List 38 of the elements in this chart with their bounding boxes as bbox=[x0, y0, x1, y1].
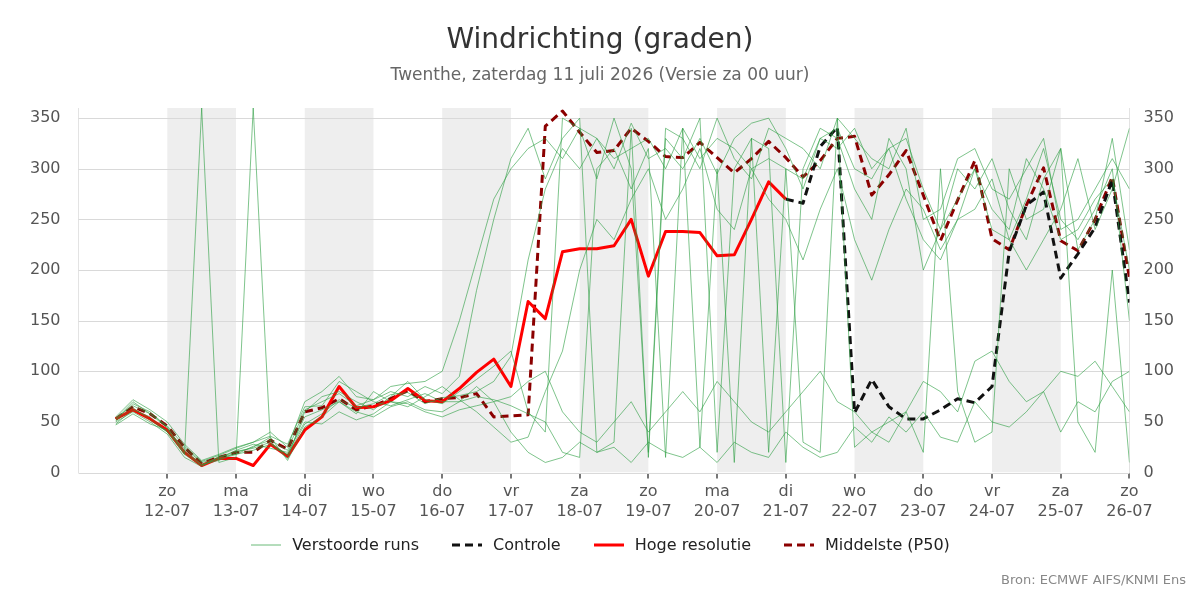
y-tick-label: 0 bbox=[50, 461, 61, 481]
x-tick-label: do 23-07 bbox=[900, 481, 947, 520]
x-tick-label: vr 24-07 bbox=[968, 481, 1016, 520]
x-tick-label: za 18-07 bbox=[556, 481, 603, 520]
chart-subtitle: Twenthe, zaterdag 11 juli 2026 (Versie za 00 uur) bbox=[389, 64, 810, 85]
x-tick-label: vr 17-07 bbox=[487, 481, 535, 520]
y2-tick-label: 150 bbox=[1143, 309, 1175, 329]
x-tick-label: ma 20-07 bbox=[693, 481, 741, 520]
x-tick-label: di 21-07 bbox=[762, 481, 810, 520]
legend-label: Verstoorde runs bbox=[292, 535, 420, 554]
y-tick-label: 250 bbox=[29, 208, 61, 228]
x-tick-label: za 25-07 bbox=[1037, 481, 1084, 520]
y-tick-label: 100 bbox=[29, 360, 61, 380]
y-tick-label: 50 bbox=[40, 411, 61, 431]
x-tick-label: zo 26-07 bbox=[1106, 481, 1153, 520]
x-tick-label: ma 13-07 bbox=[212, 481, 260, 520]
text: Bron: ECMWF AIFS/KNMI Ens bbox=[1001, 572, 1186, 587]
legend-label: Middelste (P50) bbox=[824, 535, 950, 554]
y2-tick-label: 250 bbox=[1143, 208, 1175, 228]
legend-label: Hoge resolutie bbox=[634, 535, 751, 554]
y2-tick-label: 0 bbox=[1143, 461, 1154, 481]
y-tick-label: 350 bbox=[29, 107, 61, 127]
y2-tick-label: 50 bbox=[1143, 411, 1164, 431]
legend-label: Controle bbox=[493, 535, 561, 554]
chart-title: Windrichting (graden) bbox=[446, 22, 754, 56]
y2-tick-label: 350 bbox=[1143, 107, 1175, 127]
x-tick-label: zo 12-07 bbox=[144, 481, 191, 520]
x-tick-label: wo 22-07 bbox=[831, 481, 878, 520]
y-tick-label: 300 bbox=[29, 157, 61, 177]
x-tick-label: zo 19-07 bbox=[625, 481, 672, 520]
y-tick-label: 150 bbox=[29, 309, 61, 329]
x-tick-label: wo 15-07 bbox=[350, 481, 397, 520]
y2-tick-label: 300 bbox=[1143, 157, 1175, 177]
x-tick-label: do 16-07 bbox=[418, 481, 466, 520]
x-tick-label: di 14-07 bbox=[281, 481, 329, 520]
y-tick-label: 200 bbox=[29, 259, 61, 279]
y2-tick-label: 200 bbox=[1143, 259, 1175, 279]
y2-tick-label: 100 bbox=[1143, 360, 1175, 380]
